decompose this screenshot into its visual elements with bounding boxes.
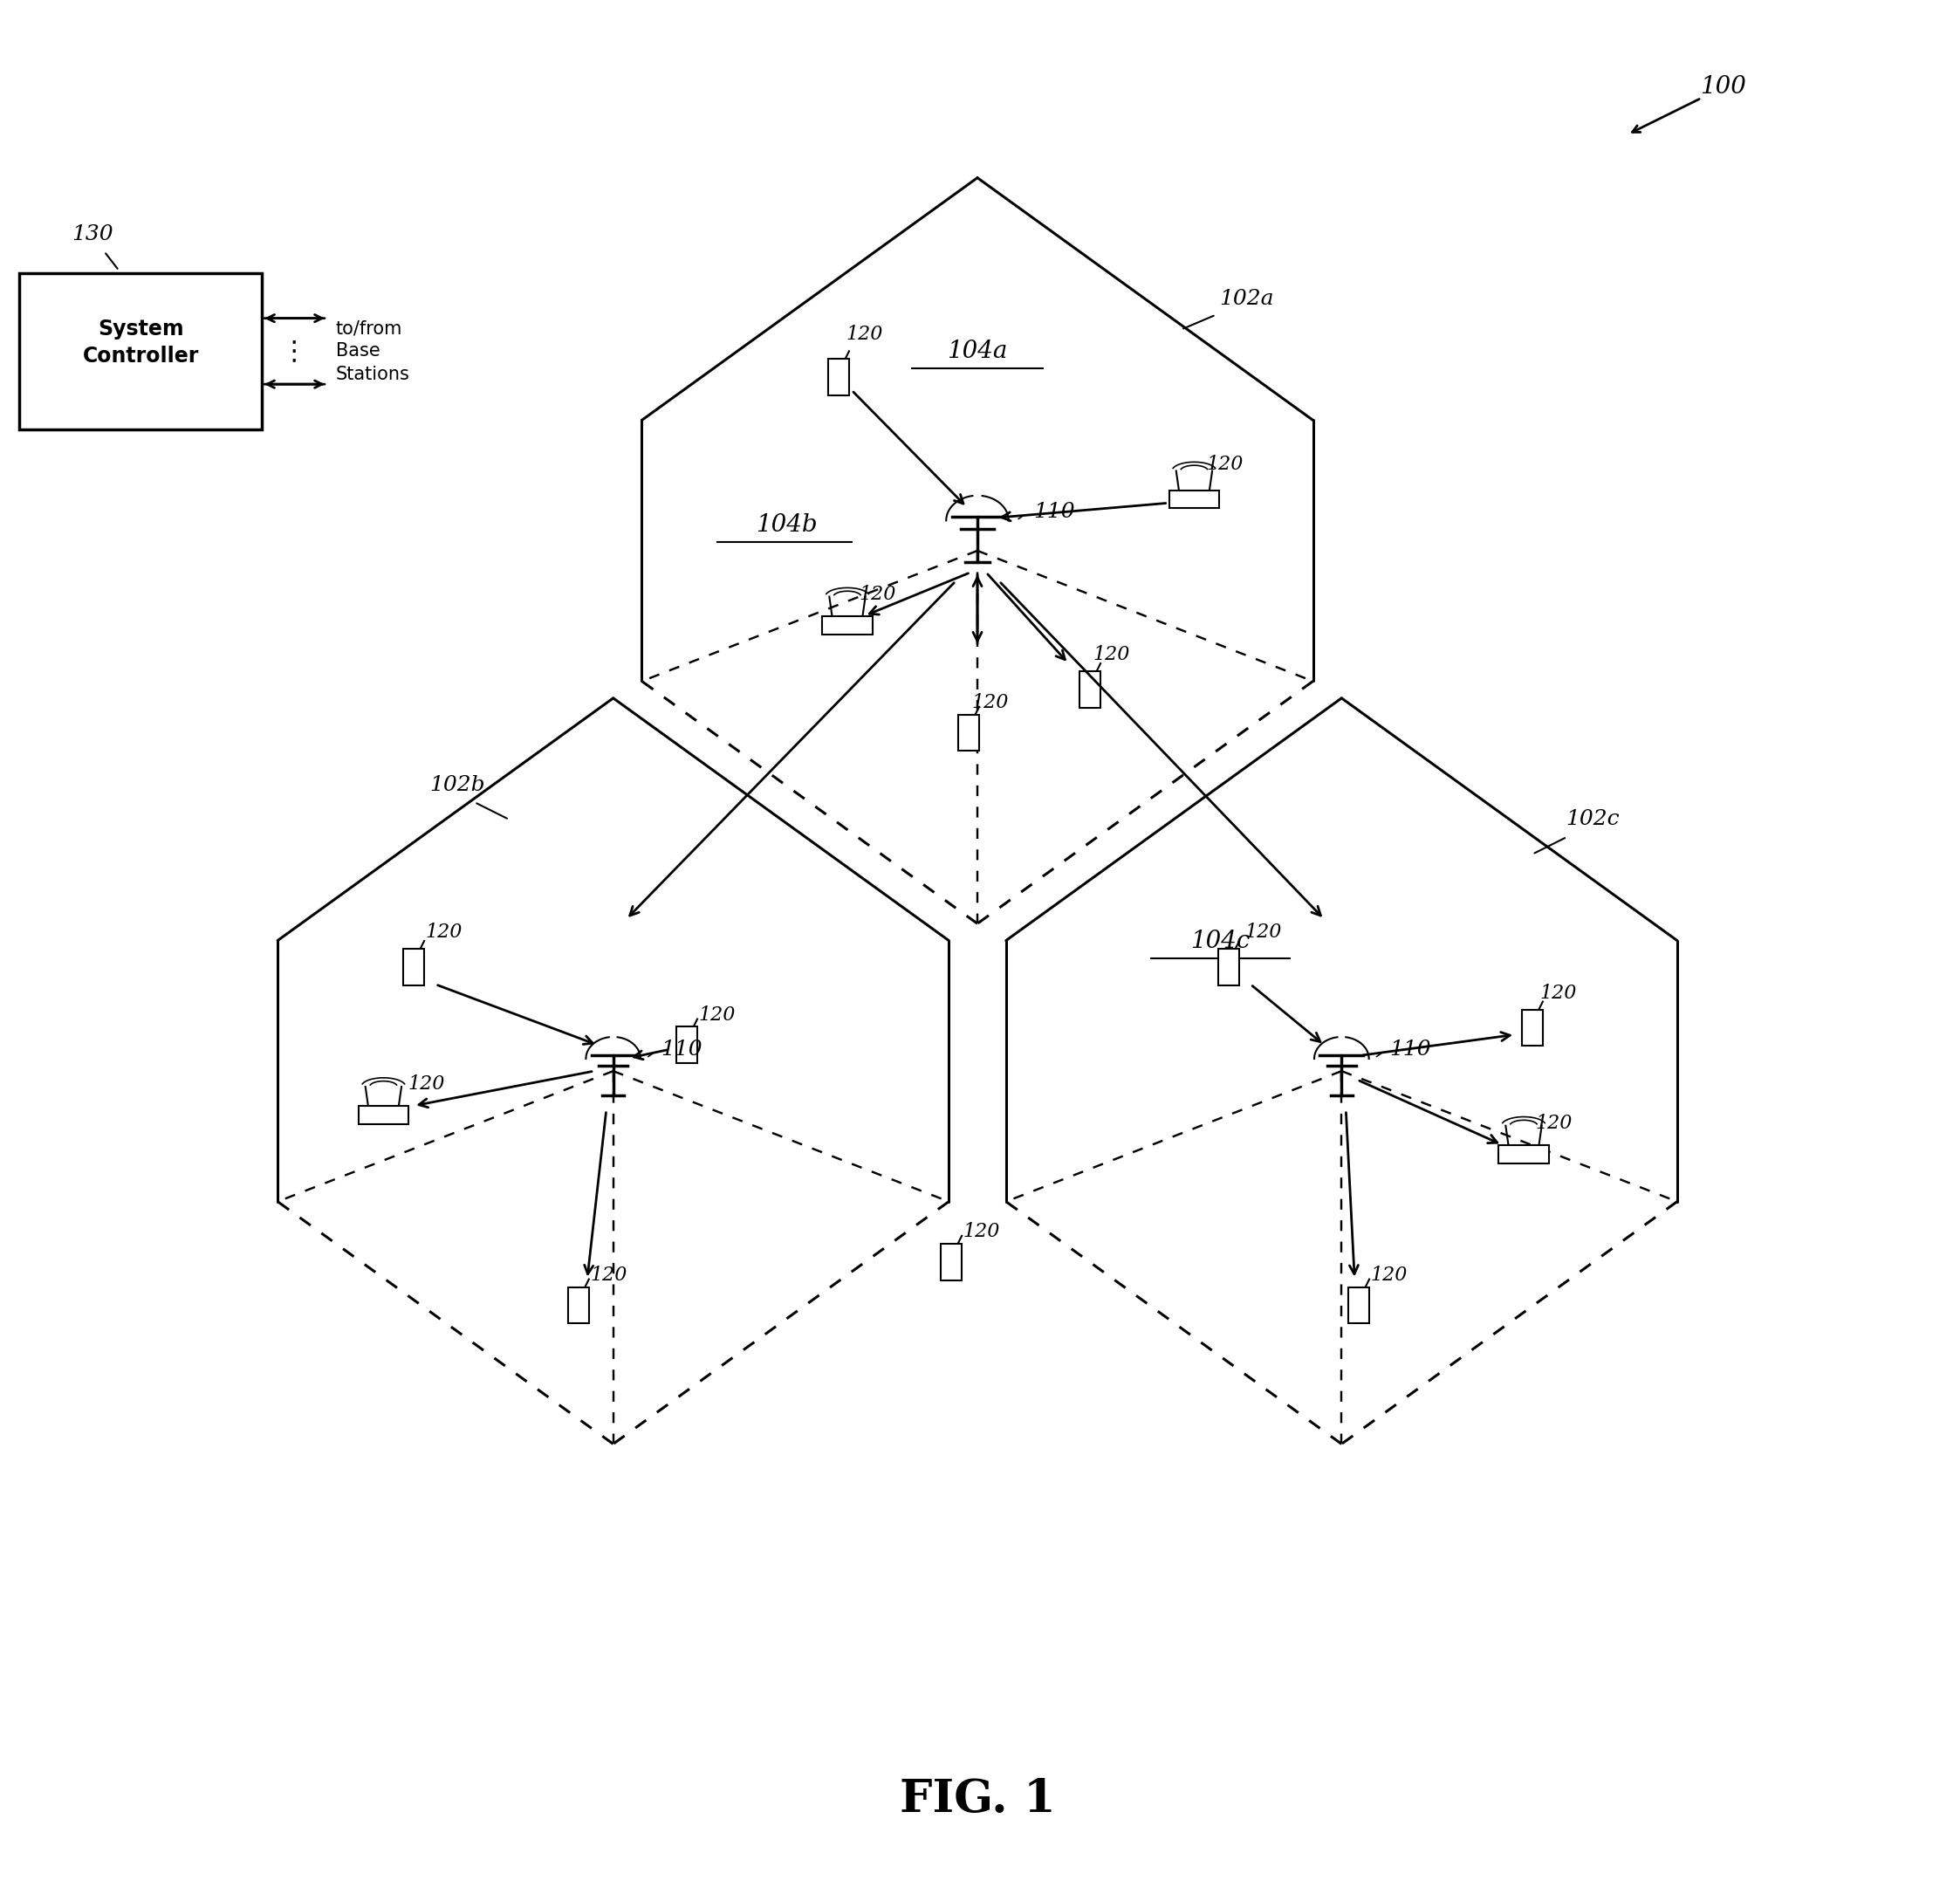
Text: 120: 120 bbox=[425, 922, 463, 941]
Text: 120: 120 bbox=[1370, 1266, 1407, 1285]
Text: 104c: 104c bbox=[1190, 930, 1250, 952]
Bar bbox=[568, 1287, 588, 1323]
Bar bbox=[1080, 671, 1100, 707]
Text: 130: 130 bbox=[73, 224, 114, 243]
Bar bbox=[941, 1243, 962, 1279]
Bar bbox=[359, 1106, 408, 1123]
Bar bbox=[1219, 949, 1239, 985]
Text: 110: 110 bbox=[1033, 502, 1076, 521]
Text: 120: 120 bbox=[700, 1006, 735, 1025]
Text: 102b: 102b bbox=[429, 776, 484, 795]
Text: 110: 110 bbox=[661, 1040, 702, 1059]
Text: 120: 120 bbox=[1245, 922, 1282, 941]
Bar bbox=[1521, 1009, 1543, 1046]
Bar bbox=[1499, 1144, 1548, 1163]
Bar bbox=[404, 949, 423, 985]
Text: FIG. 1: FIG. 1 bbox=[900, 1777, 1054, 1821]
Text: 120: 120 bbox=[1094, 644, 1131, 663]
Text: ⋮: ⋮ bbox=[280, 338, 308, 363]
Text: System
Controller: System Controller bbox=[82, 317, 198, 367]
Bar bbox=[676, 1027, 698, 1063]
Text: 104b: 104b bbox=[757, 513, 817, 536]
Text: to/from
Base
Stations: to/from Base Stations bbox=[335, 319, 410, 382]
Text: 100: 100 bbox=[1699, 74, 1746, 99]
Text: 120: 120 bbox=[847, 325, 884, 344]
Bar bbox=[958, 715, 980, 751]
Text: 120: 120 bbox=[590, 1266, 627, 1285]
Text: 120: 120 bbox=[962, 1222, 1000, 1241]
Text: 102c: 102c bbox=[1566, 810, 1619, 829]
Bar bbox=[823, 616, 872, 635]
Text: 120: 120 bbox=[858, 584, 896, 605]
Text: 102a: 102a bbox=[1219, 289, 1274, 310]
Text: 120: 120 bbox=[1535, 1114, 1572, 1133]
Text: 120: 120 bbox=[408, 1074, 445, 1093]
Bar bbox=[1348, 1287, 1370, 1323]
Text: 120: 120 bbox=[1205, 454, 1243, 473]
Bar bbox=[20, 274, 263, 430]
Text: 110: 110 bbox=[1390, 1040, 1431, 1059]
Text: 104a: 104a bbox=[947, 340, 1007, 363]
Bar bbox=[829, 359, 849, 395]
Text: 120: 120 bbox=[972, 692, 1009, 713]
Text: 120: 120 bbox=[1541, 983, 1578, 1002]
Bar bbox=[1170, 490, 1219, 508]
